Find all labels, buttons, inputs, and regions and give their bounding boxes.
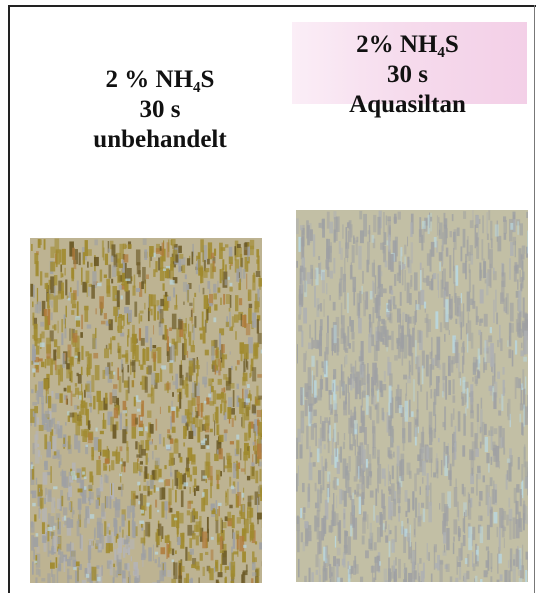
- label-highlight: [292, 22, 527, 104]
- left-sample-texture: [30, 238, 262, 583]
- left-label-line3: unbehandelt: [93, 126, 227, 153]
- left-sample-label: 2 % NH₄S 30 s unbehandelt: [45, 65, 275, 155]
- left-sample-plate: [30, 238, 262, 583]
- right-label-line1: 2% NH₄S: [356, 31, 459, 58]
- right-sample-texture: [296, 210, 528, 582]
- right-label-line2: 30 s: [387, 61, 428, 88]
- left-label-line2: 30 s: [139, 96, 181, 123]
- frame-border-right: [534, 5, 535, 593]
- frame-border-top: [8, 5, 536, 7]
- frame-border-left: [8, 5, 10, 593]
- right-sample-label: 2% NH₄S 30 s Aquasiltan: [290, 30, 525, 120]
- left-label-line1: 2 % NH₄S: [105, 66, 215, 93]
- right-sample-plate: [296, 210, 528, 582]
- right-label-line3: Aquasiltan: [349, 91, 466, 118]
